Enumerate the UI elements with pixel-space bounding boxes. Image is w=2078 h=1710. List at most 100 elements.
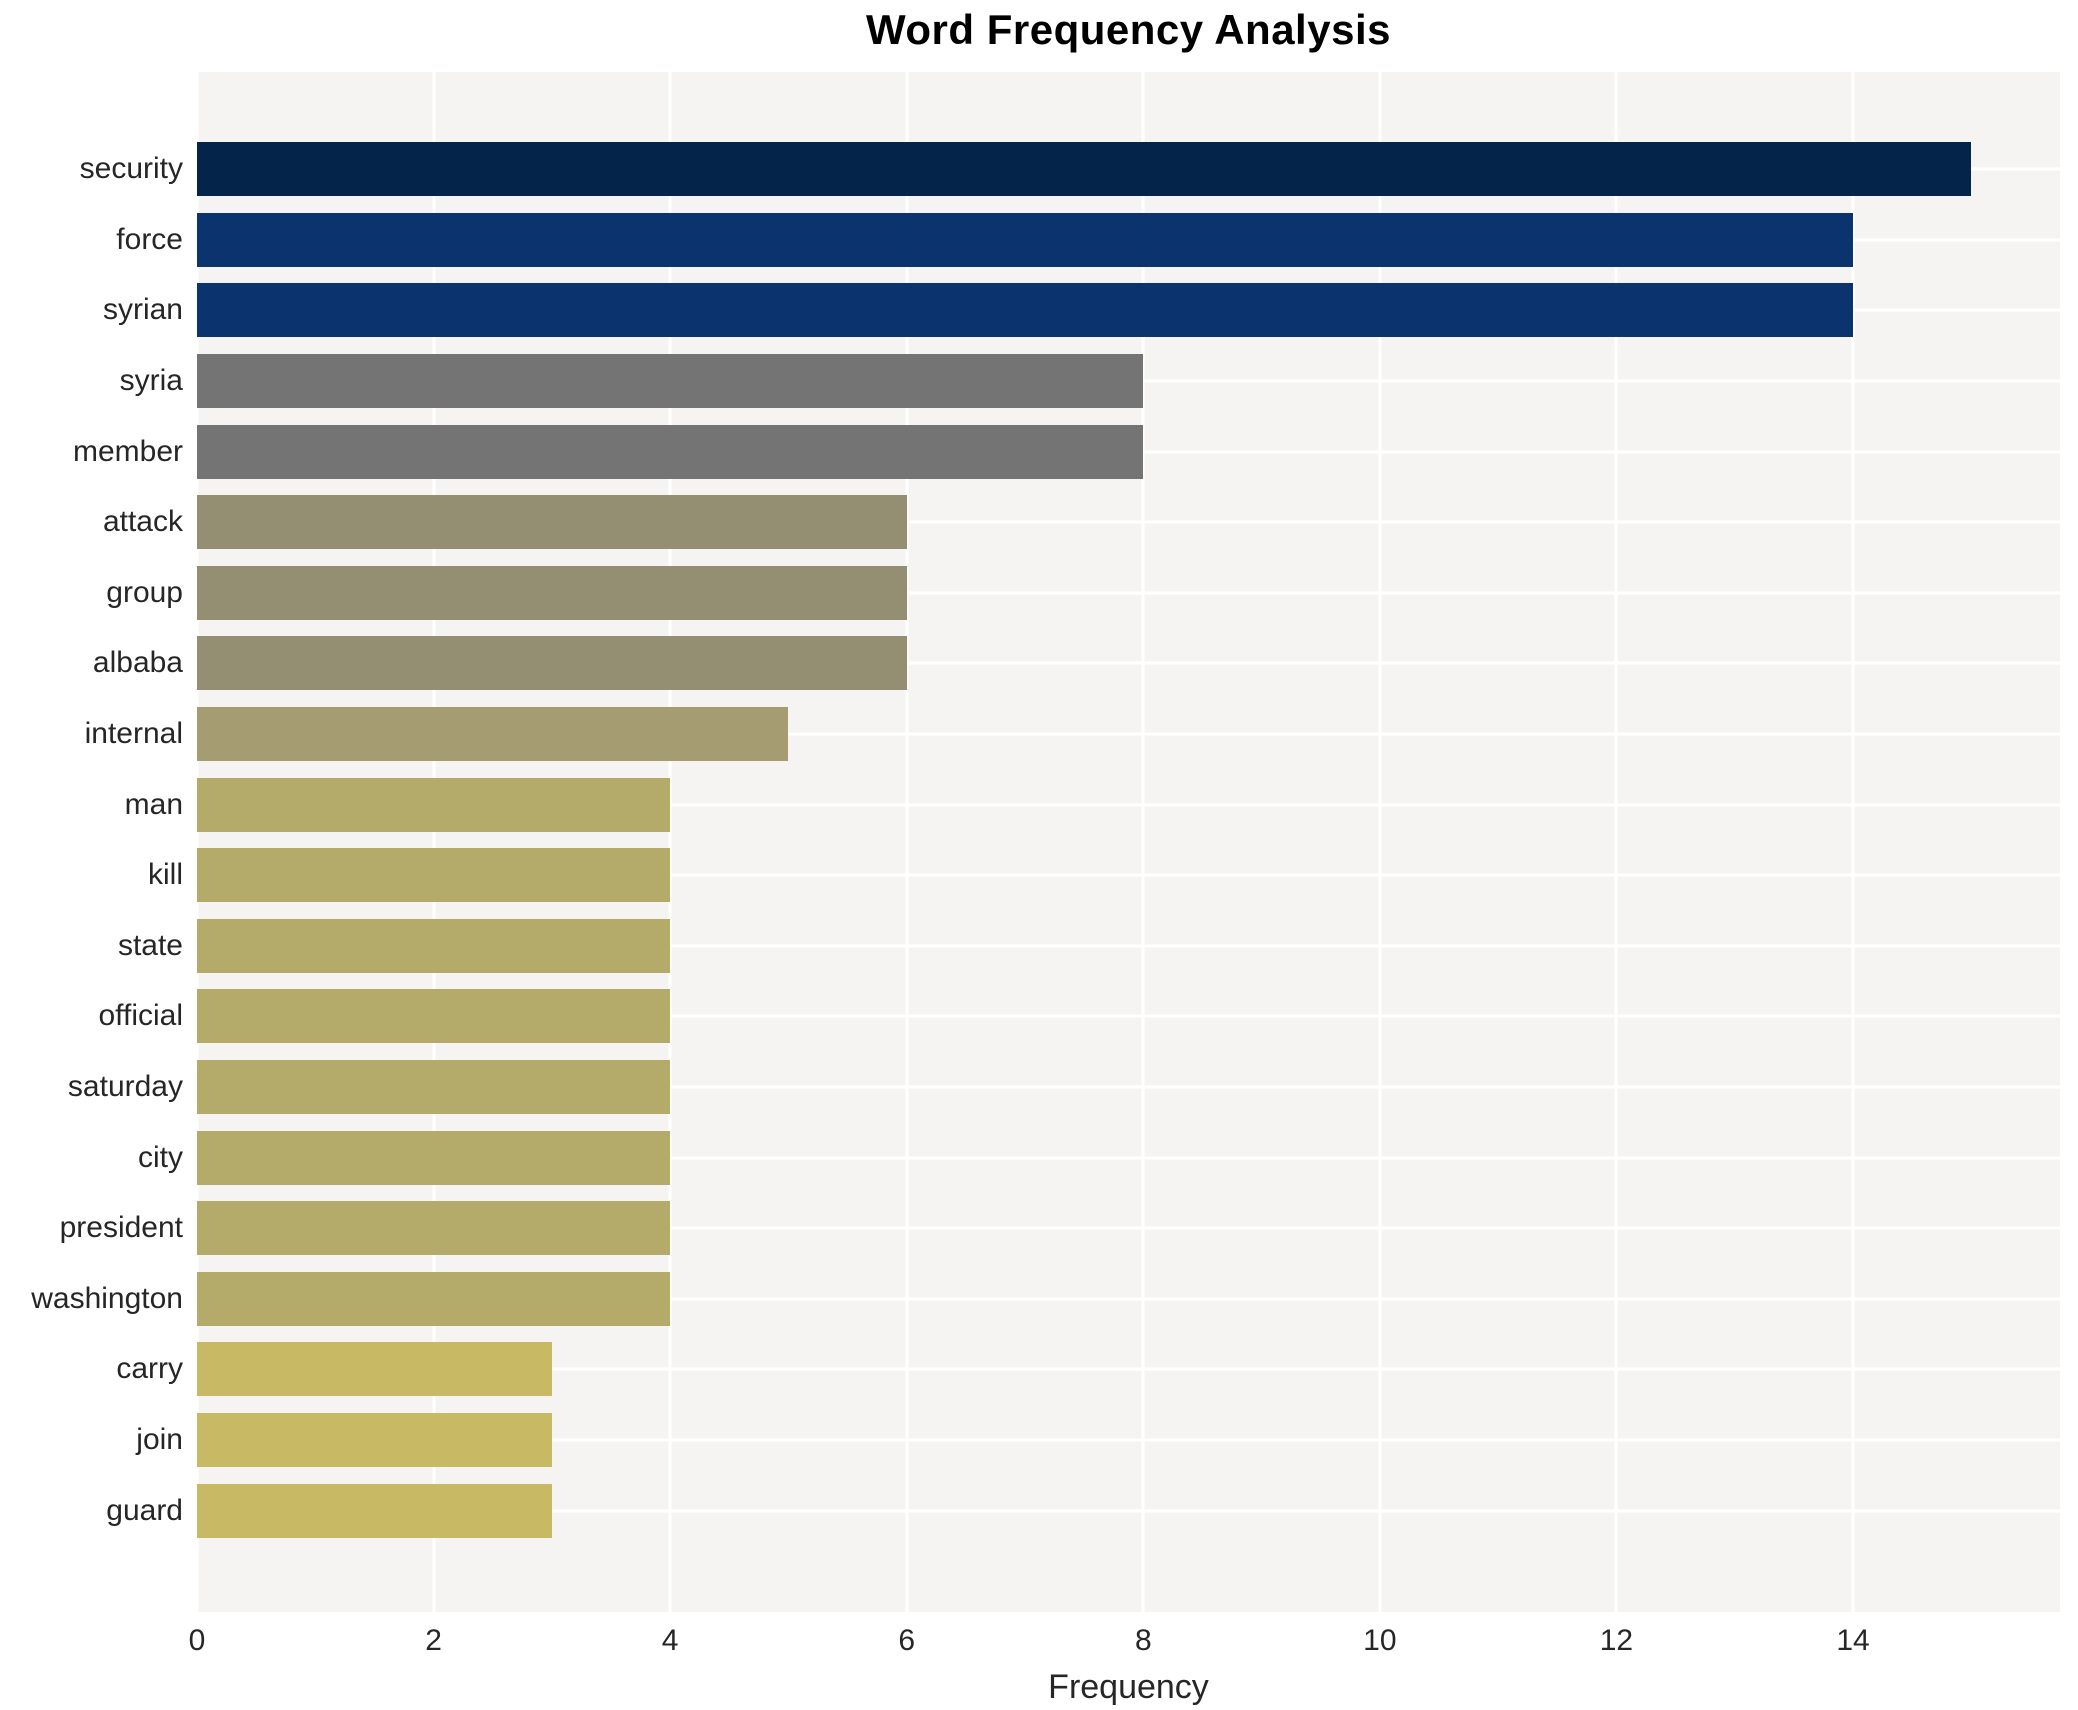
bar-city: [197, 1130, 671, 1185]
bar-track: [197, 275, 2060, 346]
x-tick-label: 12: [1599, 1624, 1634, 1657]
bar-row: saturday: [0, 1052, 2078, 1123]
bar-track: [197, 205, 2060, 276]
bar-group: [197, 565, 907, 620]
x-axis-ticks: 0 2 4 6 8 10 12 14: [189, 1624, 2060, 1664]
y-tick-label: saturday: [67, 1070, 183, 1104]
grid-line-horizontal: [197, 1509, 2060, 1513]
x-tick-label: 2: [425, 1624, 442, 1657]
grid-line-horizontal: [197, 661, 2060, 665]
bar-official: [197, 989, 671, 1044]
grid-line-horizontal: [197, 1297, 2060, 1301]
y-tick-label: group: [106, 575, 183, 609]
bar-row: man: [0, 769, 2078, 840]
x-tick-label: 6: [898, 1624, 916, 1657]
bar-track: [197, 840, 2060, 911]
bar-row: attack: [0, 487, 2078, 558]
bar-row: kill: [0, 840, 2078, 911]
grid-line-horizontal: [197, 1085, 2060, 1089]
grid-line-horizontal: [197, 591, 2060, 595]
x-tick-label: 10: [1363, 1624, 1397, 1657]
bar-track: [197, 1405, 2060, 1476]
bar-washington: [197, 1271, 671, 1326]
y-tick-label: internal: [84, 717, 183, 751]
bar-guard: [197, 1483, 552, 1538]
bar-row: guard: [0, 1475, 2078, 1546]
bar-row: washington: [0, 1264, 2078, 1335]
bar-man: [197, 777, 671, 832]
y-tick-label: washington: [31, 1281, 183, 1315]
bar-join: [197, 1412, 552, 1467]
bar-carry: [197, 1342, 552, 1397]
grid-line-vertical: [1141, 72, 1145, 1612]
y-tick-label: syrian: [102, 293, 183, 327]
bar-track: [197, 558, 2060, 629]
x-tick-label: 0: [188, 1624, 206, 1657]
bar-track: [197, 1122, 2060, 1193]
y-tick-label: attack: [102, 505, 183, 539]
y-tick-label: state: [117, 928, 183, 962]
bar-row: carry: [0, 1334, 2078, 1405]
bar-track: [197, 1334, 2060, 1405]
bar-syrian: [197, 283, 1853, 338]
bar-row: security: [0, 134, 2078, 205]
bar-security: [197, 142, 1972, 197]
x-tick-label: 4: [661, 1624, 679, 1657]
grid-line-vertical: [432, 72, 436, 1612]
grid-line-vertical: [1614, 72, 1618, 1612]
bar-president: [197, 1201, 671, 1256]
grid-line-vertical: [1851, 72, 1855, 1612]
grid-line-horizontal: [197, 1438, 2060, 1442]
grid-line-vertical: [668, 72, 672, 1612]
grid-line-horizontal: [197, 803, 2060, 807]
x-axis-label: Frequency: [1048, 1668, 1209, 1706]
bar-attack: [197, 495, 907, 550]
grid-line-horizontal: [197, 1367, 2060, 1371]
y-tick-label: kill: [148, 858, 183, 892]
x-tick-label: 8: [1134, 1624, 1152, 1657]
y-tick-label: city: [138, 1140, 183, 1174]
y-tick-label: force: [116, 222, 183, 256]
bar-state: [197, 918, 671, 973]
y-tick-label: syria: [119, 364, 183, 398]
bar-kill: [197, 848, 671, 903]
bar-track: [197, 1193, 2060, 1264]
bar-row: internal: [0, 699, 2078, 770]
y-tick-label: president: [59, 1211, 183, 1245]
y-tick-label: guard: [106, 1493, 183, 1527]
bar-row: official: [0, 981, 2078, 1052]
bar-row: join: [0, 1405, 2078, 1476]
bar-track: [197, 628, 2060, 699]
grid-line-horizontal: [197, 944, 2060, 948]
bar-row: force: [0, 205, 2078, 276]
bar-track: [197, 134, 2060, 205]
bar-track: [197, 981, 2060, 1052]
y-tick-label: member: [72, 434, 183, 468]
grid-line-horizontal: [197, 1014, 2060, 1018]
bar-track: [197, 1475, 2060, 1546]
bar-row: president: [0, 1193, 2078, 1264]
grid-line-horizontal: [197, 873, 2060, 877]
bar-row: syrian: [0, 275, 2078, 346]
bar-row: syria: [0, 346, 2078, 417]
grid-line-vertical: [195, 72, 199, 1612]
bar-force: [197, 212, 1853, 267]
x-tick-label: 14: [1836, 1624, 1870, 1657]
grid-line-horizontal: [197, 520, 2060, 524]
bar-track: [197, 1052, 2060, 1123]
bar-row: member: [0, 416, 2078, 487]
bar-row: city: [0, 1122, 2078, 1193]
y-tick-label: join: [136, 1422, 183, 1456]
y-tick-label: albaba: [92, 646, 183, 680]
bar-track: [197, 487, 2060, 558]
bar-saturday: [197, 1060, 671, 1115]
bar-track: [197, 346, 2060, 417]
bar-row: albaba: [0, 628, 2078, 699]
bar-row: group: [0, 558, 2078, 629]
bar-internal: [197, 707, 789, 762]
grid-line-horizontal: [197, 1156, 2060, 1160]
bar-albaba: [197, 636, 907, 691]
bar-track: [197, 911, 2060, 982]
bar-member: [197, 424, 1144, 479]
